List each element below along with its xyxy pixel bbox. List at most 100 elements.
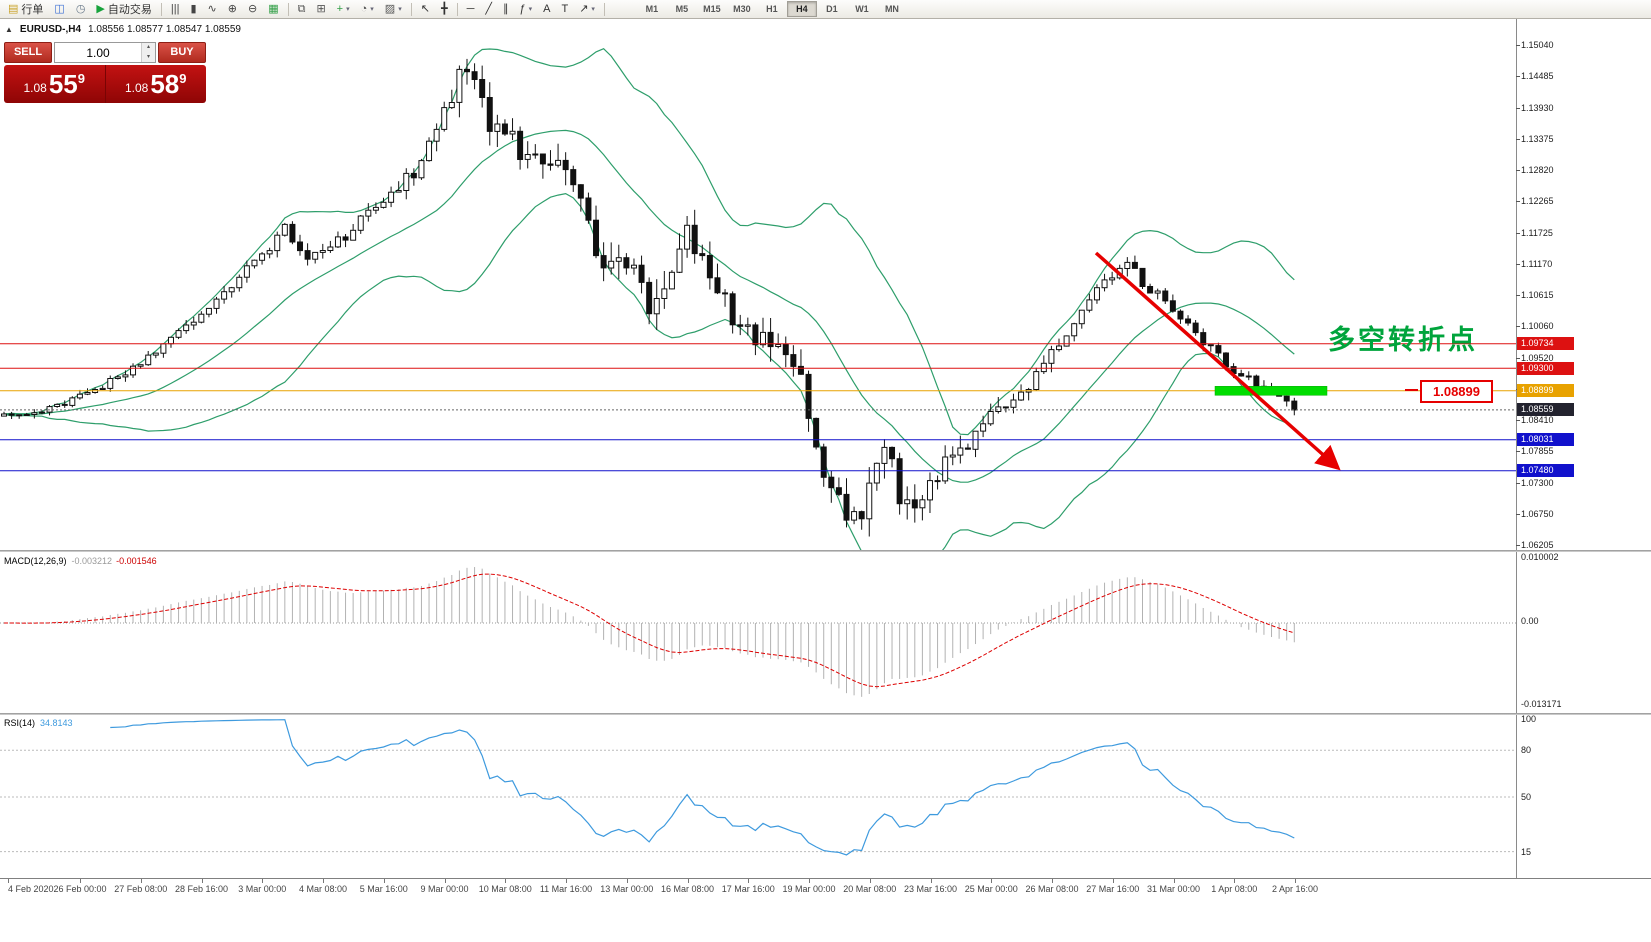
candle-bullish [281, 223, 288, 236]
timeframe-m30-button[interactable]: M30 [733, 4, 751, 14]
timeframe-h4-button[interactable]: H4 [786, 1, 817, 17]
chart-template-icon: ▨ [384, 3, 396, 15]
candle-bullish [46, 406, 53, 413]
data-window-button[interactable]: ◷ [71, 0, 91, 18]
candle-bearish [782, 344, 789, 356]
panel-separator-main-macd[interactable] [0, 550, 1651, 552]
horizontal-line-tool-button[interactable]: ─ [462, 0, 480, 18]
timeframe-h1-button[interactable]: H1 [766, 4, 778, 14]
candle-bearish [1238, 373, 1245, 377]
candle-bearish [835, 487, 842, 495]
time-axis-tick [444, 879, 446, 883]
candle-bullish [137, 364, 144, 367]
candle-bullish [167, 336, 174, 345]
trend-arrow-object[interactable] [1094, 251, 1341, 471]
candle-bullish [372, 206, 379, 211]
cascade-windows-button[interactable]: ⧉ [293, 0, 311, 18]
candle-bearish [896, 458, 903, 505]
chart-template-button[interactable]: ▨ ▾ [380, 0, 407, 18]
crosshair-button[interactable]: ╋ [436, 0, 453, 18]
volume-up-button[interactable]: ▴ [142, 43, 155, 53]
buy-price-display[interactable]: 1.08 58 9 [105, 65, 206, 103]
candle-bullish [980, 423, 987, 432]
time-axis-label: 20 Mar 08:00 [843, 884, 897, 894]
arrows-tool-button[interactable]: ↗ ▾ [574, 0, 600, 18]
candle-bullish [31, 412, 38, 415]
chart-canvas[interactable] [0, 19, 1651, 942]
buy-button[interactable]: BUY [158, 42, 206, 63]
price-scale-tick: 1.13375 [1521, 133, 1554, 144]
panel-separator-macd-rsi[interactable] [0, 713, 1651, 715]
candle-bearish [767, 331, 774, 348]
timeframe-m1-button[interactable]: M1 [645, 4, 659, 14]
sell-button[interactable]: SELL [4, 42, 52, 63]
candle-bearish [463, 68, 470, 73]
chart-candles-button[interactable]: ▮ [185, 0, 201, 18]
candle-bullish [175, 330, 182, 338]
candle-bearish [1200, 332, 1207, 346]
candle-bearish [828, 476, 835, 489]
volume-down-button[interactable]: ▾ [142, 52, 155, 62]
toolbar-separator [603, 2, 605, 16]
candle-bullish [926, 480, 933, 501]
trendline-tool-button[interactable]: ╱ [480, 0, 497, 18]
timeframe-m5-button[interactable]: M5 [675, 4, 689, 14]
chart-line-button[interactable]: ∿ [203, 0, 222, 18]
time-axis-label: 26 Mar 08:00 [1025, 884, 1079, 894]
price-callout-label[interactable]: 1.08899 [1420, 380, 1493, 403]
timeframe-d1-button[interactable]: D1 [826, 4, 838, 14]
candle-bullish [236, 276, 243, 289]
timeframe-mn-button[interactable]: MN [884, 4, 899, 14]
chart-window[interactable]: ▲ EURUSD-,H4 1.08556 1.08577 1.08547 1.0… [0, 19, 1651, 942]
candle-bearish [691, 224, 698, 255]
price-scale-tick-mark [1516, 326, 1520, 328]
fibonacci-tool-button[interactable]: ƒ ▾ [514, 0, 537, 18]
chart-period-button[interactable]: ◔ ▾ [356, 0, 379, 18]
auto-trading-button[interactable]: ▶ 自动交易 [91, 0, 156, 18]
candle-bullish [608, 260, 615, 269]
candle-bearish [471, 71, 478, 81]
timeframe-w1-button[interactable]: W1 [855, 4, 869, 14]
cursor-button[interactable]: ↖ [416, 0, 435, 18]
price-scale-border [1516, 19, 1517, 878]
channel-tool-button[interactable]: ∥ [498, 0, 514, 18]
rsi-scale-label: 50 [1521, 792, 1532, 802]
candle-bullish [114, 376, 121, 379]
level-price-tag-1.07480: 1.07480 [1517, 464, 1574, 478]
time-axis-label: 16 Mar 08:00 [660, 884, 715, 894]
arrange-windows-button[interactable]: ⊞ [311, 0, 330, 18]
zoom-in-button[interactable]: ⊕ [223, 0, 242, 18]
chart-bars-button[interactable]: ||| [166, 0, 185, 18]
candle-bullish [426, 140, 433, 162]
horizontal-line-tool-icon: ─ [466, 3, 475, 15]
text-tool-button[interactable]: A [538, 0, 555, 18]
new-chart-button[interactable]: + ▾ [332, 0, 355, 18]
main-chart-plot[interactable] [1, 47, 1298, 572]
timeframe-m15-button[interactable]: M15 [703, 4, 721, 14]
candle-bearish [1131, 261, 1138, 269]
candle-bearish [517, 130, 524, 161]
new-order-button[interactable]: ▤ 行单 [3, 0, 48, 18]
tile-windows-button[interactable]: ▦ [263, 0, 283, 18]
candle-bullish [395, 190, 402, 193]
candle-bearish [1169, 300, 1176, 312]
toolbar: ▤ 行单 ◫ ◷ ▶ 自动交易 ||| ▮ ∿ ⊕ ⊖ ▦ ⧉ ⊞ + ▾ ◔ ▾ ▨ ▾ ↖ ╋ ─ ╱ ∥ ƒ ▾ A T ↗ ▾ M1 M… [0, 0, 1651, 19]
candle-bullish [949, 454, 956, 458]
text-label-tool-button[interactable]: T [556, 0, 573, 18]
zoom-out-button[interactable]: ⊖ [243, 0, 262, 18]
price-scale-tick: 1.06205 [1521, 540, 1554, 550]
candle-bullish [213, 298, 220, 309]
candle-bullish [668, 271, 675, 290]
volume-input[interactable] [55, 43, 141, 62]
market-watch-button[interactable]: ◫ [49, 0, 69, 18]
price-scale-tick: 1.11725 [1521, 227, 1553, 238]
caret-down-icon: ▾ [398, 6, 402, 13]
turning-point-annotation[interactable]: 多空转折点 [1328, 325, 1478, 355]
candle-bullish [1086, 299, 1093, 311]
candle-bullish [630, 264, 637, 269]
channel-tool-icon: ∥ [502, 3, 509, 15]
sell-price-display[interactable]: 1.08 55 9 [4, 65, 106, 103]
highlight-rectangle-object[interactable] [1214, 386, 1328, 396]
candle-bearish [8, 413, 15, 416]
oct-collapse-icon[interactable]: ▲ [5, 25, 13, 34]
